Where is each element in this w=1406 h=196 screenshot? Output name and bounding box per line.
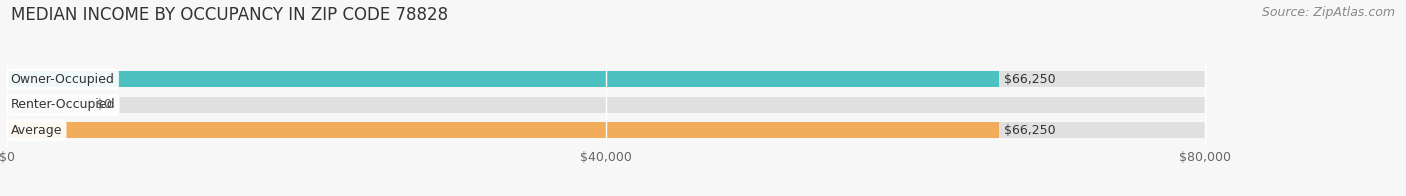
Bar [7,71,1205,87]
Text: $66,250: $66,250 [1004,124,1056,137]
Bar [7,122,1205,138]
Text: $66,250: $66,250 [1004,73,1056,86]
Text: Renter-Occupied: Renter-Occupied [11,98,115,111]
Text: MEDIAN INCOME BY OCCUPANCY IN ZIP CODE 78828: MEDIAN INCOME BY OCCUPANCY IN ZIP CODE 7… [11,6,449,24]
Text: Average: Average [11,124,62,137]
Text: Owner-Occupied: Owner-Occupied [11,73,114,86]
Bar [7,122,1000,138]
Text: $0: $0 [96,98,111,111]
Bar [7,97,1205,113]
Bar [7,71,1000,87]
Text: Source: ZipAtlas.com: Source: ZipAtlas.com [1261,6,1395,19]
Bar [7,97,91,113]
